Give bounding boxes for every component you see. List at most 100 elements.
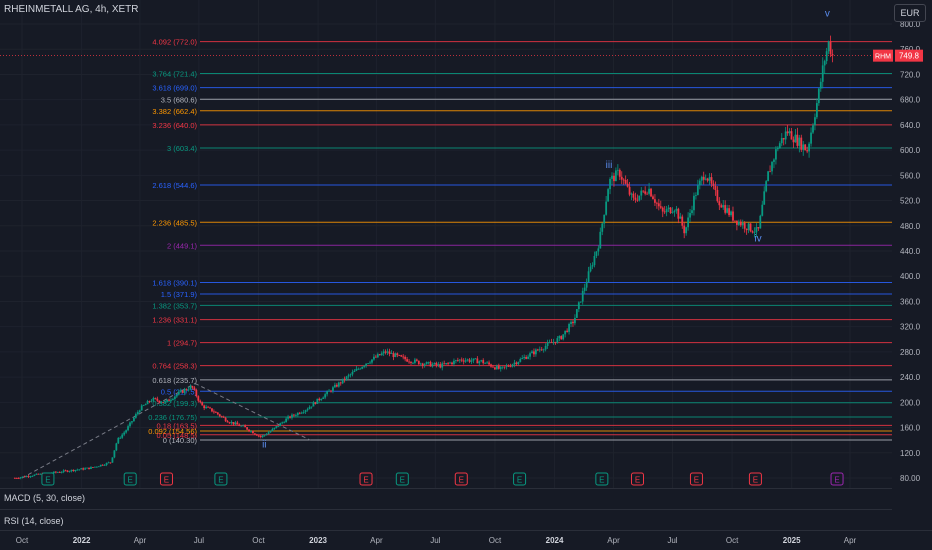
candle-body xyxy=(421,363,424,366)
candle-body xyxy=(287,416,289,419)
elliott-wave-label: v xyxy=(825,8,830,19)
rsi-pane-separator[interactable] xyxy=(0,509,892,510)
earnings-marker[interactable]: E xyxy=(214,472,228,486)
earnings-marker[interactable]: E xyxy=(159,472,173,486)
time-axis[interactable]: Oct 2022 Apr Jul Oct 2023 Apr Jul Oct 2024 Apr Jul O… xyxy=(16,536,857,545)
candle-body xyxy=(361,366,364,369)
candle-body xyxy=(570,321,572,324)
candle-body xyxy=(127,426,129,431)
candle-body xyxy=(605,201,608,215)
candle-body xyxy=(669,207,672,213)
candle-body xyxy=(111,457,114,463)
candle-body xyxy=(216,412,219,415)
candle-body xyxy=(474,358,477,360)
macd-indicator-label[interactable]: MACD (5, 30, close) xyxy=(4,493,86,503)
candle-body xyxy=(806,150,809,152)
candle-body xyxy=(357,368,360,370)
candle-body xyxy=(437,364,440,366)
candle-body xyxy=(58,472,61,473)
candle-body xyxy=(140,405,143,411)
candle-body xyxy=(431,364,434,367)
candle-body xyxy=(587,271,590,283)
candle-body xyxy=(234,422,237,425)
candle-body xyxy=(412,362,414,364)
candle-body xyxy=(31,475,34,477)
candle-body xyxy=(324,394,327,398)
earnings-marker[interactable]: E xyxy=(830,472,844,486)
earnings-marker-box xyxy=(123,472,137,486)
earnings-marker[interactable]: E xyxy=(748,472,762,486)
candle-body xyxy=(173,396,176,399)
earnings-marker[interactable]: E xyxy=(395,472,409,486)
candle-body xyxy=(353,370,356,372)
earnings-marker-letter: E xyxy=(459,476,464,485)
candle-body xyxy=(326,391,328,395)
earnings-marker[interactable]: E xyxy=(630,472,644,486)
candle-body xyxy=(255,434,258,436)
candle-body xyxy=(624,179,627,184)
earnings-marker[interactable]: E xyxy=(513,472,527,486)
candle-body xyxy=(335,384,338,387)
time-tick-label: Oct xyxy=(489,536,502,545)
rsi-indicator-label[interactable]: RSI (14, close) xyxy=(4,516,64,526)
time-tick-label: Oct xyxy=(16,536,29,545)
earnings-marker[interactable]: E xyxy=(689,472,703,486)
candle-body xyxy=(339,382,342,384)
fib-level-label: 3.5 (680.6) xyxy=(161,95,198,104)
candle-body xyxy=(630,193,633,195)
candle-body xyxy=(316,398,319,404)
candle-body xyxy=(408,361,410,363)
last-price-ticker-box xyxy=(873,49,893,62)
candle-body xyxy=(285,418,288,423)
macd-pane-separator[interactable] xyxy=(0,488,892,489)
candle-body xyxy=(552,341,555,343)
candle-body xyxy=(445,363,448,364)
candle-body xyxy=(332,387,334,392)
time-tick-label: Apr xyxy=(844,536,857,545)
candle-body xyxy=(175,394,178,397)
candle-body xyxy=(259,435,262,437)
candle-body xyxy=(390,353,393,355)
earnings-marker-box xyxy=(630,472,644,486)
candle-body xyxy=(796,134,799,146)
candle-body xyxy=(687,217,690,228)
candle-body xyxy=(735,220,738,225)
candle-body xyxy=(464,360,467,362)
price-tick-label: 280.0 xyxy=(900,348,921,357)
earnings-marker[interactable]: E xyxy=(454,472,468,486)
candle-body xyxy=(533,351,535,355)
fib-level-label: 0.382 (199.3) xyxy=(152,399,197,408)
candle-body xyxy=(419,363,422,365)
candle-body xyxy=(242,425,245,427)
fib-level-label: 3.764 (721.4) xyxy=(152,70,197,79)
candle-body xyxy=(404,356,407,360)
candle-body xyxy=(745,228,748,231)
candle-body xyxy=(751,231,754,233)
candle-body xyxy=(453,360,455,365)
candle-body xyxy=(195,389,198,397)
earnings-marker[interactable]: E xyxy=(41,472,55,486)
candle-body xyxy=(347,375,350,377)
earnings-marker[interactable]: E xyxy=(595,472,609,486)
earnings-marker[interactable]: E xyxy=(359,472,373,486)
earnings-marker[interactable]: E xyxy=(123,472,137,486)
symbol-title[interactable]: RHEINMETALL AG, 4h, XETR xyxy=(4,4,139,15)
candle-body xyxy=(386,351,389,353)
candle-body xyxy=(304,410,307,412)
earnings-marker-box xyxy=(595,472,609,486)
candle-body xyxy=(123,432,126,435)
price-tick-label: 600.0 xyxy=(900,146,921,155)
candle-body xyxy=(70,469,73,472)
currency-button[interactable]: EUR xyxy=(894,4,926,22)
candle-body xyxy=(577,302,580,310)
candle-body xyxy=(616,169,619,171)
candle-body xyxy=(519,358,522,362)
price-axis[interactable]: 800.0760.0720.0680.0640.0600.0560.0520.0… xyxy=(900,20,921,483)
candle-body xyxy=(429,361,432,367)
fib-level-label: 1.5 (371.9) xyxy=(161,290,198,299)
candle-body xyxy=(177,391,180,395)
price-tick-label: 680.0 xyxy=(900,96,921,105)
candle-body xyxy=(538,349,541,351)
